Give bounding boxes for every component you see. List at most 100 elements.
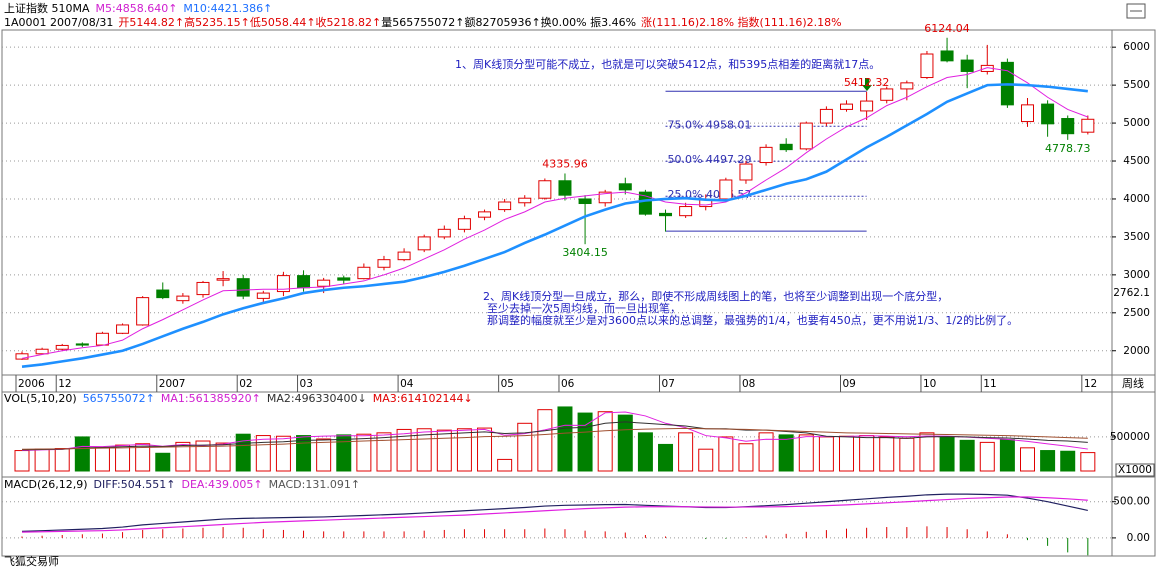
legend-item: 565755072↑ (83, 392, 155, 405)
candle-body (417, 236, 431, 251)
volume-bar (678, 432, 694, 472)
volume-bar (839, 435, 855, 472)
arrow (862, 78, 872, 91)
price-label: 4778.73 (1045, 142, 1091, 155)
legend: VOL(5,10,20) 565755072↑ MA1:561385920↑ MA2:… (4, 392, 473, 405)
header-line-1: 上证指数 510MA M5:4858.640↑ M10:4421.386↑ (4, 1, 272, 15)
legend-item: MA3:614102144↓ (373, 392, 473, 405)
volume-bar (758, 432, 774, 472)
volume-bar (436, 429, 452, 472)
y-tick-label: 4500 (1123, 155, 1150, 167)
fib-label: 75.0% 4958.01 (668, 118, 752, 131)
candle-body (759, 146, 773, 164)
indicator-line (21, 427, 1088, 450)
candle-body (357, 266, 371, 280)
volume-bar (155, 452, 171, 472)
volume-bar (557, 406, 573, 472)
volume-bar (979, 441, 995, 472)
legend-item: MACD(26,12,9) (4, 478, 88, 491)
x-tick-label: 04 (400, 378, 414, 390)
candle-body (900, 82, 914, 90)
volume-bar (115, 444, 131, 472)
candle-body (638, 191, 652, 215)
x-tick-label: 06 (561, 378, 575, 390)
volume-bar (959, 439, 975, 472)
candle-body (1041, 103, 1055, 125)
x-tick-label: 03 (300, 378, 313, 390)
x-tick-label: 09 (843, 378, 856, 390)
x-tick-label: 2007 (159, 378, 186, 390)
candle-body (799, 122, 813, 150)
volume-bar (296, 435, 312, 472)
annotation: 那调整的幅度就至少是对3600点以来的总调整，最强势的1/4，也要有450点，更… (487, 313, 1018, 327)
candle-body (578, 198, 592, 205)
header-text: 量565755072↑额82705936↑换0.00% 振3.46% (381, 15, 636, 29)
candle-body (840, 103, 854, 110)
header-text: 开5144.82↑高5235.15↑低5058.44↑收5218.82↑ (118, 15, 381, 29)
volume-bar (1040, 450, 1056, 472)
x-tick-label: 12 (1084, 378, 1097, 390)
indicator-line (21, 493, 1088, 532)
candle-body (1081, 118, 1095, 133)
candle-body (457, 218, 471, 230)
volume-bar (255, 435, 271, 472)
volume-bar (517, 422, 533, 472)
volume-bar (778, 434, 794, 472)
candle-body (116, 324, 130, 334)
candle-body (136, 297, 150, 326)
candle-body (55, 344, 69, 350)
volume-bar (376, 432, 392, 472)
y-tick-label: 5500 (1123, 79, 1150, 91)
volume-bar (999, 439, 1015, 472)
x-tick-label: 07 (662, 378, 675, 390)
y-tick-label: 2500 (1123, 307, 1150, 319)
frame (1, 29, 1156, 557)
legend: MACD(26,12,9) DIFF:504.551↑ DEA:439.005↑ MA… (4, 478, 360, 491)
candle-body (377, 259, 391, 268)
volume-bar (316, 438, 332, 472)
annotation: 2、周K线顶分型一旦成立，那么，即使不形成周线图上的笔，也将至少调整到出现一个底… (483, 289, 948, 303)
x-tick-label: 2006 (18, 378, 45, 390)
volume-bar (275, 435, 291, 472)
x-tick-label: 10 (923, 378, 936, 390)
candle-body (659, 212, 673, 217)
y-tick-label: 6000 (1123, 41, 1150, 53)
y-tick-label: 500000 (1110, 431, 1150, 443)
candle-body (860, 100, 874, 112)
candle-body (719, 179, 733, 200)
candle-body (819, 108, 833, 124)
volume-bar (456, 428, 472, 472)
legend-item: MA2:496330400↓ (267, 392, 367, 405)
candle-body (216, 278, 230, 281)
volume-bar (1080, 452, 1096, 472)
volume-bar (235, 433, 251, 472)
volume-bar (215, 442, 231, 472)
price-label: 3404.15 (562, 246, 608, 259)
candle-body (880, 88, 894, 101)
annotation: 至少去掉一次5周均线，而一旦出现笔， (487, 301, 681, 315)
indicator-line (21, 83, 1088, 368)
volume-bar (859, 435, 875, 472)
volume-bar (195, 440, 211, 472)
y-tick-label: 0.00 (1127, 532, 1150, 544)
x-tick-label: 05 (501, 378, 514, 390)
header-text: M5:4858.640↑ (96, 2, 178, 15)
legend-item: MA1:561385920↑ (161, 392, 261, 405)
candle-body (478, 211, 492, 218)
volume-bar (718, 436, 734, 472)
candle-body (256, 292, 270, 299)
x-tick-label: 11 (983, 378, 996, 390)
header-line-2: 1A0001 2007/08/31 开5144.82↑高5235.15↑低5058… (4, 15, 842, 29)
candle-body (397, 251, 411, 261)
y-tick-label: 2000 (1123, 345, 1150, 357)
volume-bar (597, 411, 613, 472)
annotation: 1、周K线顶分型可能不成立，也就是可以突破5412点，和5395点相差的距离就1… (455, 57, 880, 71)
legend-item: DEA:439.005↑ (181, 478, 262, 491)
candle-body (236, 278, 250, 297)
volume-bar (658, 443, 674, 472)
candle-body (558, 180, 572, 196)
header-text: 1A0001 2007/08/31 (4, 16, 113, 29)
volume-bar (497, 458, 513, 472)
candle-body (618, 183, 632, 191)
